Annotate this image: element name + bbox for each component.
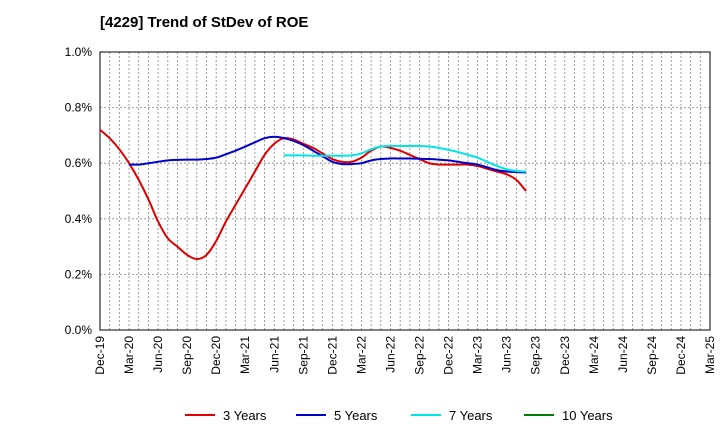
x-tick-label: Mar-25: [703, 336, 717, 374]
x-tick-label: Dec-19: [93, 336, 107, 375]
x-tick-label: Mar-24: [587, 336, 601, 374]
y-axis: 0.0% 0.2% 0.4% 0.6% 0.8% 1.0%: [65, 45, 93, 337]
x-tick-label: Dec-24: [674, 336, 688, 375]
y-tick-label: 1.0%: [65, 45, 93, 59]
x-tick-label: Jun-20: [151, 336, 165, 373]
series-line-3-years: [99, 129, 527, 261]
legend-label: 10 Years: [562, 408, 613, 423]
x-tick-label: Mar-20: [122, 336, 136, 374]
series-line-7-years: [283, 144, 527, 173]
x-tick-label: Mar-23: [471, 336, 485, 374]
x-tick-label: Sep-21: [296, 336, 310, 375]
x-tick-label: Jun-23: [500, 336, 514, 373]
x-tick-label: Mar-22: [354, 336, 368, 374]
x-tick-label: Dec-22: [442, 336, 456, 375]
y-tick-label: 0.8%: [65, 101, 93, 115]
y-tick-label: 0.0%: [65, 323, 93, 337]
series-line-5-years: [129, 135, 527, 174]
grid: [100, 52, 710, 330]
x-tick-label: Sep-22: [413, 336, 427, 375]
x-tick-label: Sep-23: [529, 336, 543, 375]
x-tick-label: Sep-20: [180, 336, 194, 375]
x-axis: Dec-19 Mar-20 Jun-20 Sep-20 Dec-20 Mar-21 Jun-…: [93, 336, 717, 375]
y-tick-label: 0.2%: [65, 267, 93, 281]
x-tick-label: Mar-21: [238, 336, 252, 374]
x-tick-label: Dec-20: [209, 336, 223, 375]
x-tick-label: Jun-21: [267, 336, 281, 373]
legend-label: 7 Years: [449, 408, 493, 423]
x-tick-label: Dec-21: [325, 336, 339, 375]
legend: 3 Years 5 Years 7 Years 10 Years: [185, 408, 613, 423]
y-tick-label: 0.6%: [65, 156, 93, 170]
x-tick-label: Dec-23: [558, 336, 572, 375]
chart-title: [4229] Trend of StDev of ROE: [100, 14, 309, 31]
legend-label: 5 Years: [334, 408, 378, 423]
series-lines: [99, 129, 527, 261]
x-tick-label: Jun-22: [383, 336, 397, 373]
plot-frame: [99, 51, 711, 331]
x-tick-label: Jun-24: [616, 336, 630, 373]
x-tick-label: Sep-24: [645, 336, 659, 375]
legend-label: 3 Years: [223, 408, 267, 423]
y-tick-label: 0.4%: [65, 212, 93, 226]
